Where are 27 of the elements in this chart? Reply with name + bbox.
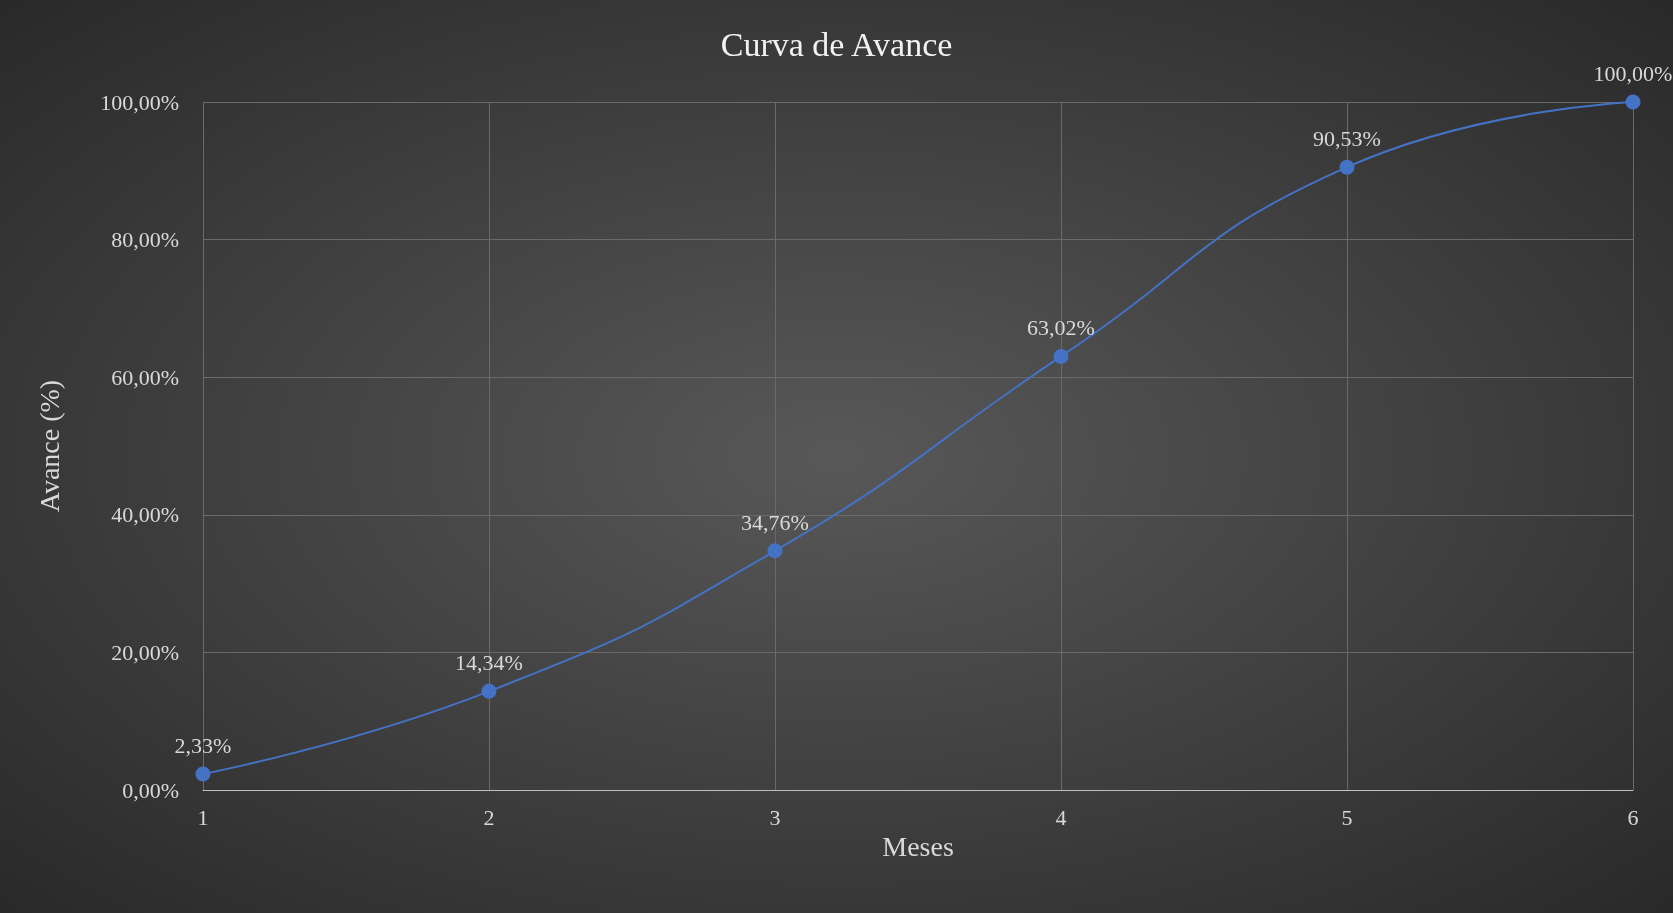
data-label: 2,33% xyxy=(174,732,232,758)
x-tick-label: 5 xyxy=(1341,804,1353,830)
x-tick-label: 3 xyxy=(769,804,781,830)
x-tick-label: 4 xyxy=(1055,804,1067,830)
data-label: 100,00% xyxy=(1593,61,1673,86)
point xyxy=(195,766,211,782)
data-label: 63,02% xyxy=(1027,315,1095,341)
data-label: 14,34% xyxy=(455,650,523,676)
point xyxy=(1339,159,1355,175)
point xyxy=(1053,348,1069,364)
point xyxy=(1625,94,1641,110)
y-axis-title: Avance (%) xyxy=(33,379,65,513)
x-tick-label: 1 xyxy=(197,804,209,830)
y-tick-label: 60,00% xyxy=(111,364,179,390)
x-tick-label: 6 xyxy=(1627,804,1639,830)
point xyxy=(767,543,783,559)
chart-title: Curva de Avance xyxy=(720,25,953,63)
y-tick-label: 40,00% xyxy=(111,502,179,528)
data-label: 90,53% xyxy=(1313,126,1381,152)
y-tick-label: 0,00% xyxy=(122,777,179,803)
y-tick-label: 20,00% xyxy=(111,639,179,665)
x-tick-label: 2 xyxy=(483,804,495,830)
data-label: 34,76% xyxy=(741,509,809,535)
x-axis-title: Meses xyxy=(882,831,954,863)
y-tick-label: 100,00% xyxy=(100,89,179,115)
y-tick-label: 80,00% xyxy=(111,227,179,253)
point xyxy=(481,683,497,699)
